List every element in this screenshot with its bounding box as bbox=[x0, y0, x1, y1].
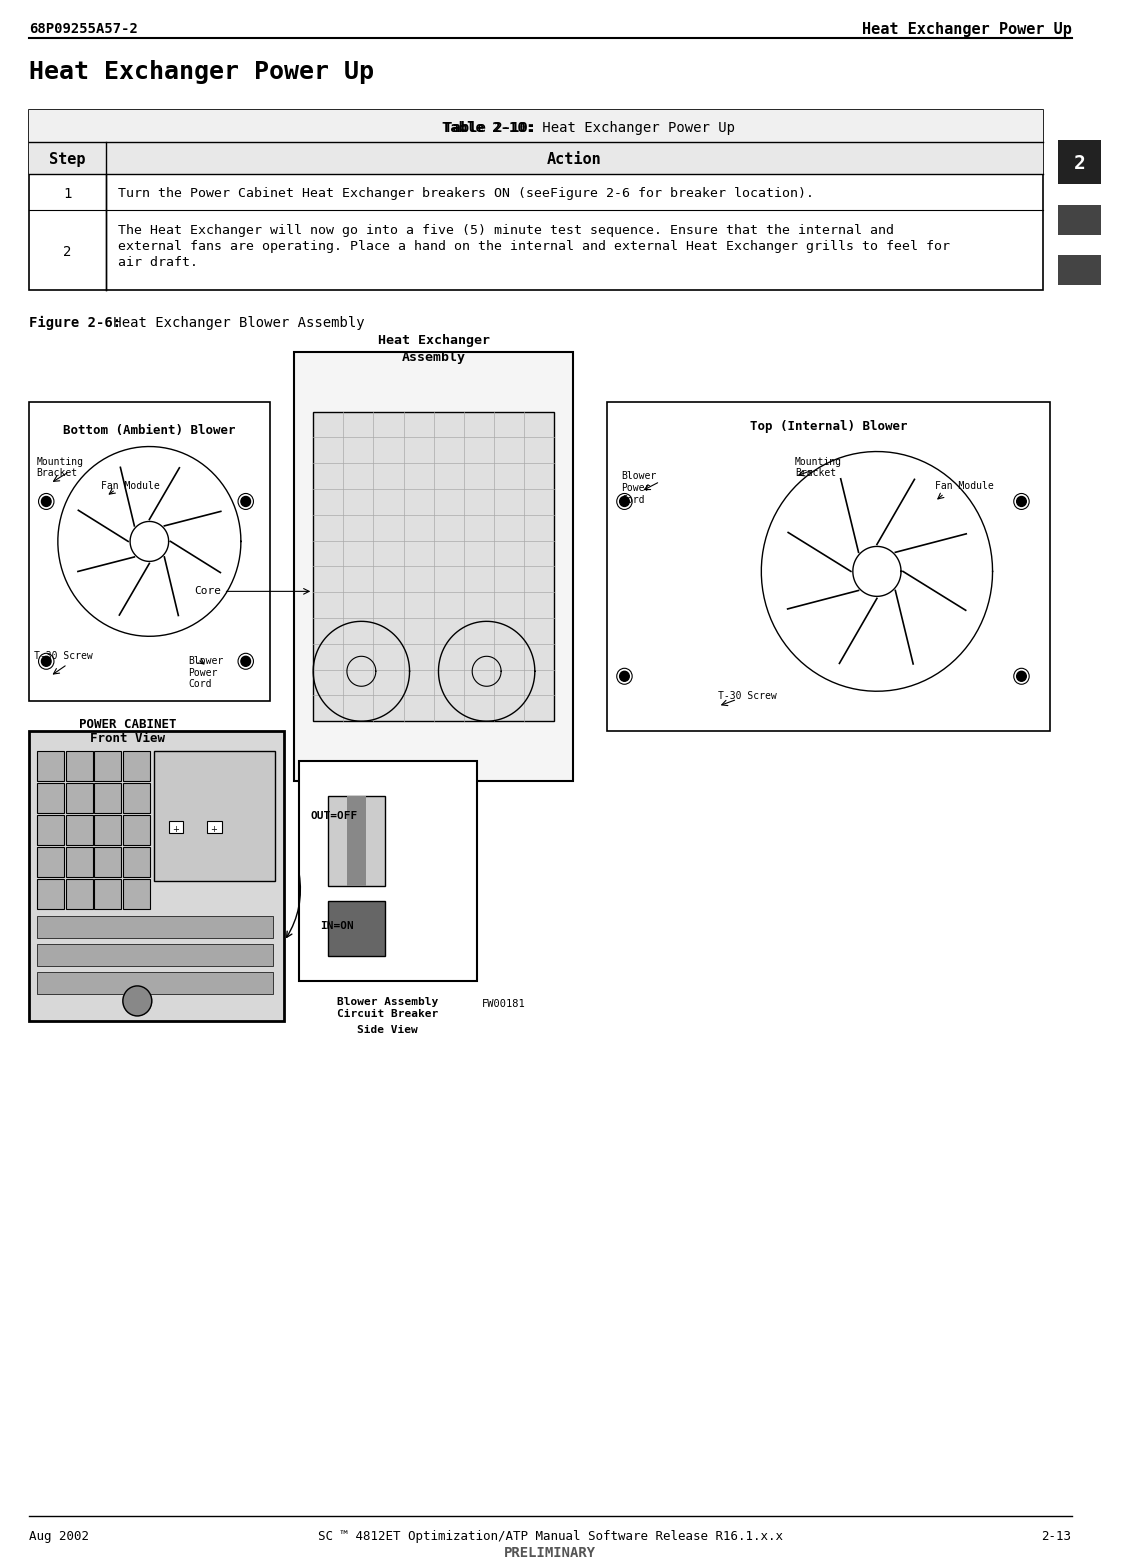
Bar bbox=[65, 815, 93, 845]
Text: Heat Exchanger Blower Assembly: Heat Exchanger Blower Assembly bbox=[105, 316, 364, 330]
Bar bbox=[37, 784, 64, 813]
Text: Heat Exchanger: Heat Exchanger bbox=[378, 333, 490, 347]
Bar bbox=[95, 848, 121, 877]
Text: 2: 2 bbox=[63, 244, 72, 258]
Bar bbox=[95, 784, 121, 813]
Bar bbox=[37, 751, 64, 780]
Bar bbox=[299, 762, 477, 981]
Bar bbox=[65, 784, 93, 813]
Text: air draft.: air draft. bbox=[118, 256, 198, 269]
Bar bbox=[1059, 205, 1101, 235]
Text: Blower Assembly
Circuit Breaker: Blower Assembly Circuit Breaker bbox=[337, 996, 439, 1018]
Bar bbox=[1059, 139, 1101, 185]
Bar bbox=[65, 751, 93, 780]
Text: +: + bbox=[172, 824, 179, 834]
Text: Figure 2-6:: Figure 2-6: bbox=[29, 316, 121, 330]
Text: PRELIMINARY: PRELIMINARY bbox=[504, 1547, 596, 1561]
Text: 68P09255A57-2: 68P09255A57-2 bbox=[29, 22, 138, 36]
Circle shape bbox=[241, 657, 250, 666]
Bar bbox=[169, 821, 183, 834]
Bar bbox=[65, 848, 93, 877]
Bar bbox=[95, 879, 121, 909]
Circle shape bbox=[620, 671, 629, 682]
Bar bbox=[37, 971, 273, 995]
Bar bbox=[37, 848, 64, 877]
Circle shape bbox=[41, 496, 51, 507]
Text: Blower
Power
Cord: Blower Power Cord bbox=[621, 471, 657, 505]
Text: Heat Exchanger Power Up: Heat Exchanger Power Up bbox=[862, 22, 1071, 38]
Text: The Heat Exchanger will now go into a five (5) minute test sequence. Ensure that: The Heat Exchanger will now go into a fi… bbox=[118, 224, 893, 236]
Bar bbox=[608, 402, 1051, 732]
Text: Fan Module: Fan Module bbox=[935, 482, 994, 491]
Circle shape bbox=[41, 657, 51, 666]
Bar bbox=[95, 751, 121, 780]
Text: 2-13: 2-13 bbox=[1042, 1530, 1071, 1544]
Bar bbox=[123, 815, 151, 845]
Bar bbox=[29, 109, 1043, 142]
Bar bbox=[65, 879, 93, 909]
Bar bbox=[328, 796, 386, 887]
Text: Assembly: Assembly bbox=[402, 350, 466, 363]
Bar bbox=[1059, 255, 1101, 285]
Text: Front View: Front View bbox=[90, 732, 166, 744]
Bar bbox=[123, 784, 151, 813]
Text: Side View: Side View bbox=[357, 1024, 418, 1035]
Text: Mounting
Bracket: Mounting Bracket bbox=[37, 457, 83, 479]
Text: IN=ON: IN=ON bbox=[320, 921, 354, 931]
Circle shape bbox=[123, 985, 152, 1017]
Circle shape bbox=[620, 496, 629, 507]
Bar bbox=[347, 796, 367, 887]
Bar bbox=[95, 815, 121, 845]
Circle shape bbox=[1016, 671, 1027, 682]
Text: Step: Step bbox=[49, 152, 86, 167]
Bar bbox=[123, 879, 151, 909]
Text: FW00181: FW00181 bbox=[482, 999, 525, 1009]
Text: Fan Module: Fan Module bbox=[102, 482, 160, 491]
Text: Table 2-10:: Table 2-10: bbox=[442, 120, 533, 135]
Bar bbox=[123, 751, 151, 780]
Text: 1: 1 bbox=[63, 186, 72, 200]
Text: external fans are operating. Place a hand on the internal and external Heat Exch: external fans are operating. Place a han… bbox=[118, 239, 949, 253]
Text: +: + bbox=[210, 824, 217, 834]
Bar bbox=[29, 142, 1043, 174]
Bar bbox=[37, 879, 64, 909]
Bar bbox=[207, 821, 222, 834]
Text: Mounting
Bracket: Mounting Bracket bbox=[795, 457, 842, 479]
Bar bbox=[313, 411, 554, 721]
Circle shape bbox=[1016, 496, 1027, 507]
Text: Turn the Power Cabinet Heat Exchanger breakers ON (seeFigure 2-6 for breaker loc: Turn the Power Cabinet Heat Exchanger br… bbox=[118, 188, 813, 200]
Bar bbox=[328, 901, 386, 956]
Text: Heat Exchanger Power Up: Heat Exchanger Power Up bbox=[29, 59, 373, 84]
Text: Heat Exchanger Power Up: Heat Exchanger Power Up bbox=[533, 120, 734, 135]
Text: OUT=OFF: OUT=OFF bbox=[311, 812, 357, 821]
Text: Action: Action bbox=[547, 152, 602, 167]
Bar bbox=[154, 751, 274, 881]
Bar bbox=[37, 917, 273, 938]
Text: Bottom (Ambient) Blower: Bottom (Ambient) Blower bbox=[63, 424, 235, 436]
Text: SC ™ 4812ET Optimization/ATP Manual Software Release R16.1.x.x: SC ™ 4812ET Optimization/ATP Manual Soft… bbox=[317, 1530, 782, 1544]
Bar bbox=[293, 352, 573, 780]
Bar bbox=[29, 402, 270, 701]
Text: 2: 2 bbox=[1073, 155, 1085, 174]
Text: POWER CABINET: POWER CABINET bbox=[79, 718, 176, 732]
Bar bbox=[37, 945, 273, 967]
Text: Table 2-10:: Table 2-10: bbox=[444, 120, 536, 135]
Text: T-30 Screw: T-30 Screw bbox=[718, 691, 777, 701]
Text: Blower
Power
Cord: Blower Power Cord bbox=[188, 657, 223, 690]
Text: T-30 Screw: T-30 Screw bbox=[34, 651, 93, 662]
Bar bbox=[29, 732, 284, 1021]
Circle shape bbox=[241, 496, 250, 507]
Text: Top (Internal) Blower: Top (Internal) Blower bbox=[750, 419, 908, 433]
Bar bbox=[37, 815, 64, 845]
Bar bbox=[29, 109, 1043, 289]
Bar bbox=[123, 848, 151, 877]
Text: Aug 2002: Aug 2002 bbox=[29, 1530, 89, 1544]
Text: Core: Core bbox=[194, 586, 222, 596]
